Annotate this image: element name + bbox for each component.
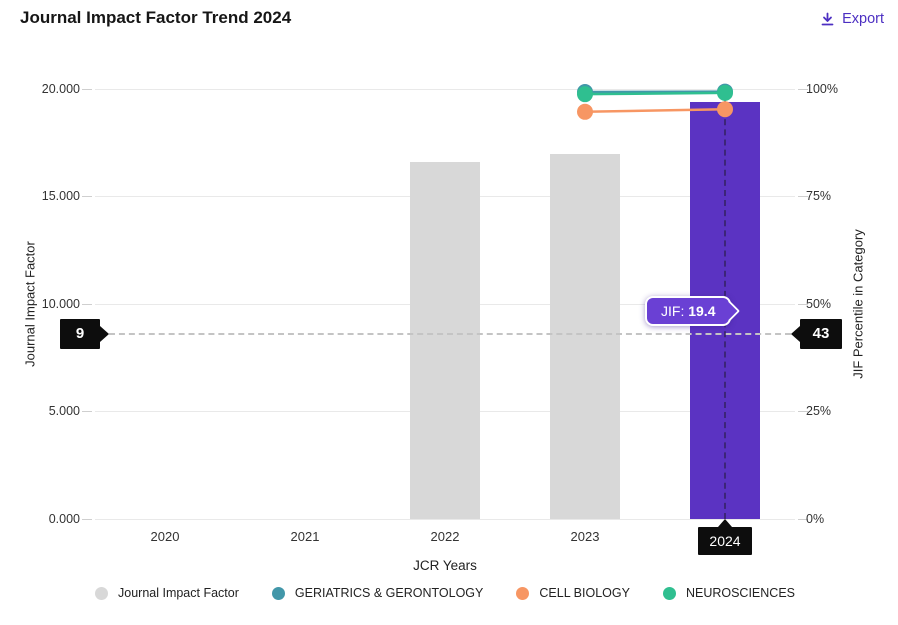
legend-dot-teal (271, 586, 285, 600)
tooltip-value: 19.4 (688, 303, 716, 320)
jif-tooltip: JIF: 19.4 (645, 296, 741, 327)
y-axis-tick-right: 100% (806, 82, 838, 96)
gridline (82, 89, 808, 90)
legend-label: CELL BIOLOGY (539, 586, 630, 600)
x-axis-label-highlighted: 2024 (698, 527, 752, 555)
y-axis-tick-left: 10.000 (41, 297, 80, 311)
legend-label: NEUROSCIENCES (685, 586, 795, 600)
tooltip-prefix: JIF: (661, 303, 685, 320)
y-axis-tick-left: 15.000 (41, 189, 80, 203)
x-axis-label: 2021 (290, 529, 320, 544)
legend-label: Journal Impact Factor (118, 586, 239, 600)
x-axis-label: 2023 (570, 529, 600, 544)
legend-dot-green (662, 586, 676, 600)
y-axis-tick-left: 5.000 (48, 404, 80, 418)
page-title: Journal Impact Factor Trend 2024 (20, 8, 292, 27)
y-axis-tick-right: 25% (806, 404, 832, 418)
y-axis-tick-right: 0% (806, 512, 825, 526)
legend-item-geriatrics-gerontology[interactable]: GERIATRICS & GERONTOLOGY (271, 586, 484, 600)
export-button[interactable]: Export (820, 11, 884, 27)
reference-dashed-line (109, 333, 791, 336)
legend-item-journal-impact-factor[interactable]: Journal Impact Factor (95, 586, 239, 600)
legend-item-neurosciences[interactable]: NEUROSCIENCES (662, 586, 795, 600)
percentile-reference-marker: 43 (800, 319, 842, 350)
bar-2023[interactable] (550, 153, 620, 519)
x-axis-label: 2022 (430, 529, 460, 544)
jif-reference-marker: 9 (60, 319, 100, 350)
legend-item-cell-biology[interactable]: CELL BIOLOGY (516, 586, 630, 600)
legend: Journal Impact Factor GERIATRICS & GERON… (95, 586, 795, 600)
legend-dot-orange (516, 586, 530, 600)
legend-dot-gray (95, 586, 108, 600)
x-axis-title: JCR Years (413, 558, 477, 573)
y-axis-tick-right: 50% (806, 297, 832, 311)
download-icon (821, 12, 834, 25)
legend-label: GERIATRICS & GERONTOLOGY (294, 586, 484, 600)
gridline (82, 519, 808, 520)
x-axis-label: 2020 (150, 529, 180, 544)
y-axis-tick-left: 0.000 (48, 512, 80, 526)
y-axis-tick-left: 20.000 (41, 82, 80, 96)
export-label: Export (842, 11, 884, 27)
bar-2022[interactable] (410, 162, 480, 519)
y-axis-tick-right: 75% (806, 189, 832, 203)
